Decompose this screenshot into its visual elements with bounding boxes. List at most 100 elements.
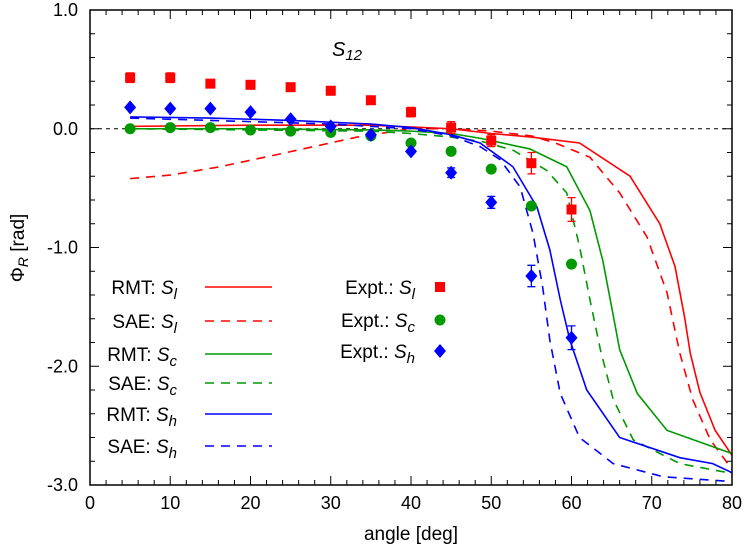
series-line-rmt-s-l (130, 124, 733, 456)
x-tick-label: 60 (561, 493, 581, 513)
legend-label: RMT: Sh (106, 405, 177, 430)
legend-label-prefix: Expt.: (345, 278, 399, 299)
data-point-circle (204, 122, 216, 134)
legend-label-symbol: S (395, 311, 408, 332)
data-point-diamond (525, 269, 538, 283)
data-point-diamond (434, 344, 446, 358)
data-point-square (446, 122, 457, 133)
data-point-square (205, 78, 216, 89)
data-point-square (285, 82, 296, 93)
x-tick-label: 40 (401, 493, 421, 513)
legend-label-subscript: c (170, 382, 178, 399)
chart-title: S12 (332, 39, 363, 64)
legend-label-symbol: S (161, 312, 174, 333)
x-tick-label: 80 (722, 493, 742, 513)
data-point-diamond (364, 127, 377, 142)
data-point-square (486, 135, 497, 146)
y-tick-label: 0.0 (53, 119, 78, 139)
x-tick-label: 0 (85, 493, 95, 513)
legend-label-subscript: l (174, 320, 178, 337)
x-tick-label: 20 (240, 493, 260, 513)
legend-label-subscript: h (407, 350, 415, 367)
legend-label: Expt.: Sc (341, 311, 416, 336)
x-axis-label: angle [deg] (364, 524, 458, 545)
legend-label-symbol: S (156, 437, 169, 458)
data-point-square (125, 72, 136, 83)
y-tick-label: 1.0 (53, 0, 78, 20)
data-point-diamond (204, 101, 217, 116)
data-point-circle (445, 145, 457, 157)
chart-title-subscript: 12 (345, 47, 362, 64)
legend-label-symbol: S (157, 345, 170, 366)
legend-label-symbol: S (156, 405, 169, 426)
legend-label-subscript: c (170, 353, 178, 370)
data-point-circle (245, 124, 256, 136)
data-point-square (245, 79, 256, 90)
legend-label: Expt.: Sh (340, 342, 415, 367)
x-tick-label: 50 (481, 493, 501, 513)
data-point-square (165, 72, 176, 83)
data-point-diamond (445, 165, 458, 180)
data-point-diamond (324, 119, 337, 134)
chart-title-symbol: S (332, 39, 346, 61)
legend-label-subscript: l (174, 286, 178, 303)
series-line-sae-s-l (130, 127, 733, 471)
legend-label-prefix: Expt.: (340, 342, 394, 363)
legend-label-subscript: l (412, 286, 416, 303)
legend-label-prefix: RMT: (106, 405, 156, 426)
y-tick-label: -2.0 (47, 356, 78, 376)
data-point-square (365, 95, 376, 106)
legend-label: Expt.: Sl (345, 278, 416, 303)
y-tick-label: -1.0 (47, 238, 78, 258)
y-axis-label-subscript: R (15, 257, 31, 267)
x-tick-label: 70 (642, 493, 662, 513)
data-point-diamond (284, 112, 297, 127)
data-point-square (566, 204, 577, 215)
data-point-circle (124, 123, 136, 135)
legend-label-prefix: RMT: (111, 278, 161, 299)
chart-marks (90, 72, 733, 483)
legend-label-prefix: SAE: (112, 312, 161, 333)
legend-label-subscript: h (169, 445, 177, 462)
data-point-square (406, 107, 416, 118)
y-axis-label-symbol: Φ (8, 267, 29, 282)
data-point-diamond (565, 330, 578, 345)
data-point-diamond (485, 195, 498, 210)
x-tick-label: 10 (160, 493, 180, 513)
series-line-sae-s-c (130, 127, 732, 474)
y-axis-label: ΦR [rad] (8, 214, 31, 283)
legend-label-symbol: S (161, 278, 174, 299)
y-axis-label-unit: [rad] (8, 214, 29, 257)
legend-label-subscript: c (408, 319, 416, 336)
legend-label-prefix: Expt.: (341, 311, 395, 332)
y-tick-label: -3.0 (47, 475, 78, 495)
legend-label: RMT: Sc (107, 345, 177, 370)
data-point-circle (566, 258, 577, 270)
legend-label-prefix: SAE: (107, 437, 156, 458)
legend-label-prefix: RMT: (107, 345, 157, 366)
chart-axes: 0 10 20 30 40 50 60 70 80 1.0 0.0 -1.0 -2.0 -3.0 (47, 0, 742, 513)
legend-label: SAE: Sl (112, 312, 177, 337)
data-point-diamond (164, 101, 177, 116)
data-point-circle (525, 200, 537, 212)
data-point-square (526, 158, 537, 169)
legend-label-symbol: S (399, 278, 412, 299)
data-point-circle (434, 314, 446, 326)
plot-frame (89, 9, 733, 486)
data-point-square (325, 85, 336, 96)
legend-label-symbol: S (394, 342, 407, 363)
data-point-diamond (124, 100, 137, 115)
legend-label: SAE: Sc (108, 374, 177, 399)
series-line-rmt-s-c (130, 127, 733, 455)
legend-label: SAE: Sh (107, 437, 177, 462)
series-line-rmt-s-h (130, 116, 733, 474)
legend-label: RMT: Sl (111, 278, 177, 303)
legend-label-subscript: h (169, 413, 177, 430)
data-point-diamond (405, 144, 417, 159)
data-point-diamond (244, 105, 257, 120)
data-point-square (435, 282, 445, 292)
data-point-circle (285, 125, 297, 137)
x-tick-label: 30 (321, 493, 341, 513)
